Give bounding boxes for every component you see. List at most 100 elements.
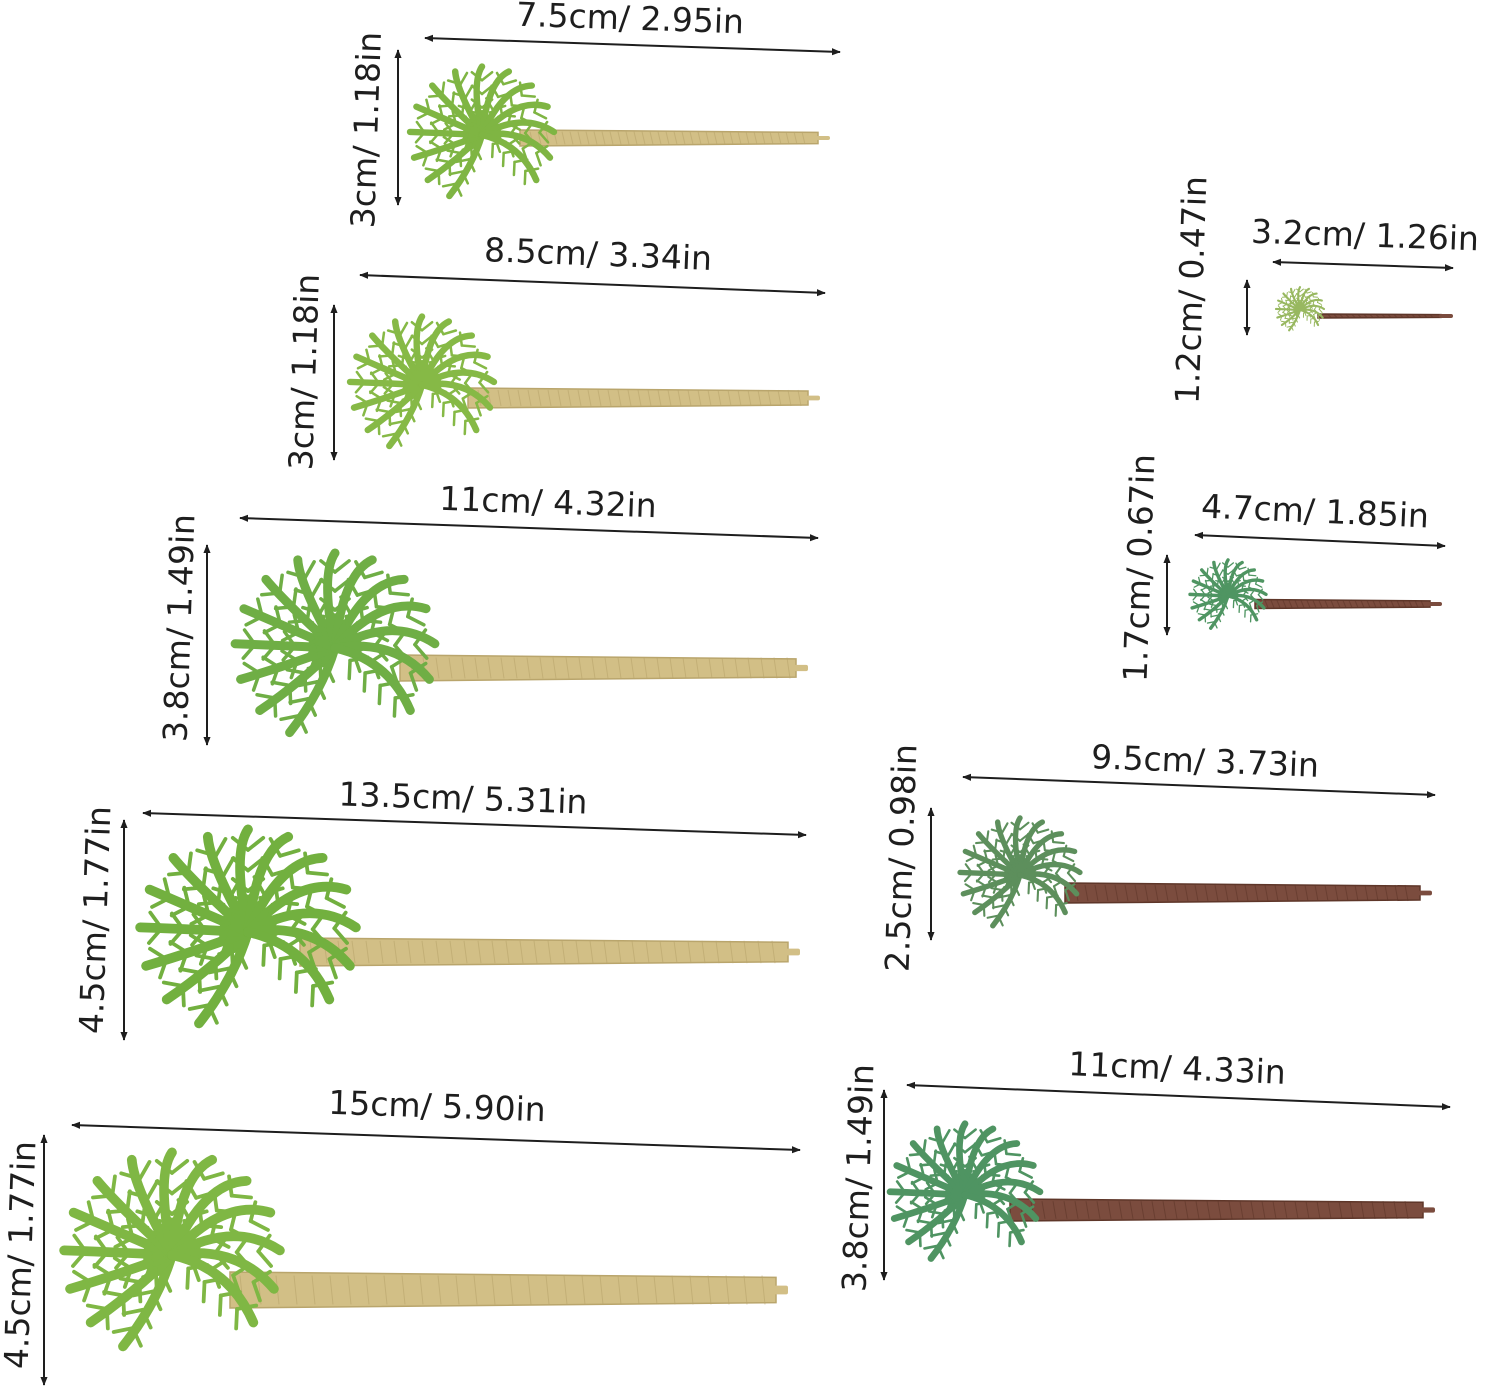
leaflet (308, 873, 327, 875)
leaflet (998, 1223, 999, 1236)
leaflet (1001, 867, 1012, 868)
palm-tree (64, 1152, 788, 1346)
leaflet (220, 1296, 221, 1315)
leaflet (180, 969, 199, 973)
leaflet (931, 1233, 944, 1236)
leaflet (474, 362, 486, 368)
trunk (1255, 600, 1430, 609)
leaflet (976, 1204, 977, 1217)
leaflet (1056, 905, 1057, 916)
height-label: 3.8cm/ 1.49in (835, 1063, 882, 1292)
leaflet (124, 1310, 143, 1314)
height-label: 2.5cm/ 0.98in (878, 743, 925, 972)
leaflet (1038, 830, 1048, 833)
leaflet (1200, 575, 1207, 576)
trunk-peg (1418, 891, 1432, 896)
palm-tree (140, 829, 800, 1023)
leaflet (262, 593, 280, 595)
leaflet (910, 1154, 923, 1155)
leaflet (987, 1214, 988, 1227)
leaflet (929, 1211, 942, 1213)
leaflet (1249, 575, 1256, 576)
leaflet (104, 1292, 123, 1296)
leaflet (93, 1196, 112, 1198)
leaflet (1068, 873, 1075, 881)
height-label: 3cm/ 1.18in (343, 31, 389, 229)
trunk-peg (1421, 1207, 1435, 1212)
length-arrow (907, 1085, 1450, 1107)
leaflet (462, 345, 475, 346)
length-label: 7.5cm/ 2.95in (515, 0, 744, 41)
height-label: 3.8cm/ 1.49in (156, 513, 203, 742)
leaflet (229, 1176, 232, 1195)
leaflet (954, 1204, 955, 1217)
leaflet (169, 873, 188, 875)
leaflet (1043, 840, 1044, 851)
leaflet (276, 607, 294, 609)
leaflet (263, 946, 264, 965)
leaflet (984, 850, 995, 851)
palm-tree (960, 818, 1432, 926)
leaflet (320, 661, 321, 679)
leaflet (313, 579, 322, 595)
leaflet (120, 1278, 139, 1282)
length-arrow (360, 275, 825, 293)
leaflet (973, 903, 984, 905)
leaflet (1307, 292, 1311, 293)
leaflet (422, 322, 432, 330)
trunk-peg (774, 1286, 788, 1295)
palm-tree (235, 553, 808, 733)
leaflet (296, 973, 297, 992)
leaflet (942, 1214, 943, 1227)
leaflet (920, 1164, 933, 1165)
leaflet (503, 81, 515, 85)
leaflet (88, 1305, 107, 1309)
leaflet (442, 83, 444, 96)
trunk-peg (1439, 314, 1453, 318)
leaflet (1198, 614, 1205, 615)
leaflet (1204, 609, 1211, 610)
leaflet (204, 1173, 223, 1179)
leaflet (460, 333, 462, 346)
leaflet (183, 986, 184, 1005)
leaflet (461, 73, 467, 84)
leaflet (1038, 890, 1039, 901)
leaflet (931, 1223, 932, 1236)
leaflet (525, 171, 526, 184)
leaflet (1064, 856, 1074, 861)
leaflet (1207, 568, 1208, 575)
leaflet (408, 617, 424, 625)
leaflet (1220, 570, 1223, 576)
leaflet (287, 670, 305, 673)
trunk-peg (816, 136, 830, 140)
leaflet (1256, 584, 1262, 587)
leaflet (224, 858, 234, 875)
leaflet (204, 1282, 205, 1301)
leaflet (1248, 568, 1249, 575)
leaflet (429, 95, 442, 96)
leaflet (164, 982, 183, 986)
leaflet (172, 1161, 187, 1173)
trunk (300, 938, 788, 966)
leaflet (275, 698, 276, 716)
leaflet (123, 1296, 124, 1315)
leaflet (390, 593, 408, 595)
leaflet (257, 695, 275, 698)
leaflet (187, 1269, 188, 1288)
length-arrow (240, 518, 818, 538)
length-arrow (1273, 262, 1453, 268)
leaflet (465, 421, 466, 434)
leaflet (188, 853, 191, 872)
leaflet (1047, 898, 1048, 909)
palm-tree (350, 317, 820, 446)
palm-tree (1190, 560, 1442, 628)
leaflet (1010, 1233, 1011, 1246)
leaflet (924, 1140, 926, 1153)
leaflet (148, 1181, 158, 1198)
leaflet (931, 1174, 944, 1175)
length-label: 11cm/ 4.33in (1068, 1044, 1287, 1092)
height-label: 1.2cm/ 0.47in (1168, 175, 1215, 404)
leaflet (1006, 1154, 1019, 1155)
leaflet (1317, 302, 1321, 304)
leaflet (1287, 293, 1288, 297)
